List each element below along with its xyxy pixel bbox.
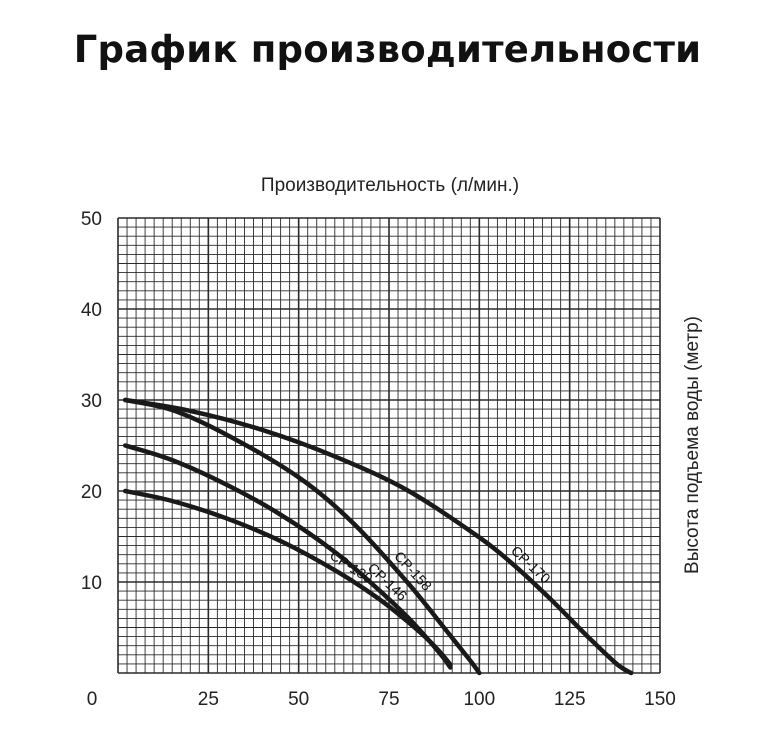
x-tick-label: 25 [198,689,219,710]
chart-tick-labels: 0 25 50 75 100 125 150 10 20 30 40 50 [81,209,676,710]
x-tick-label: 50 [288,689,309,710]
y-tick-label: 20 [81,482,102,503]
y-axis-title: Высота подъема воды (метр) [682,316,703,574]
x-tick-label: 125 [554,689,586,710]
series-line-cp-170 [122,397,634,676]
series-line-cp-130 [122,488,453,668]
y-tick-label: 30 [81,391,102,412]
page-title: График производительности [73,28,702,71]
x-tick-label: 100 [463,689,495,710]
x-tick-label: 75 [378,689,399,710]
y-tick-label: 50 [81,209,102,230]
y-tick-label: 40 [81,300,102,321]
series-line-cp-158 [122,397,482,676]
x-tick-label: 150 [644,689,676,710]
x-tick-label: 0 [87,689,98,710]
chart-series [122,397,634,676]
x-axis-title: Производительность (л/мин.) [261,175,519,196]
chart-grid [117,217,661,674]
y-tick-label: 10 [81,573,102,594]
